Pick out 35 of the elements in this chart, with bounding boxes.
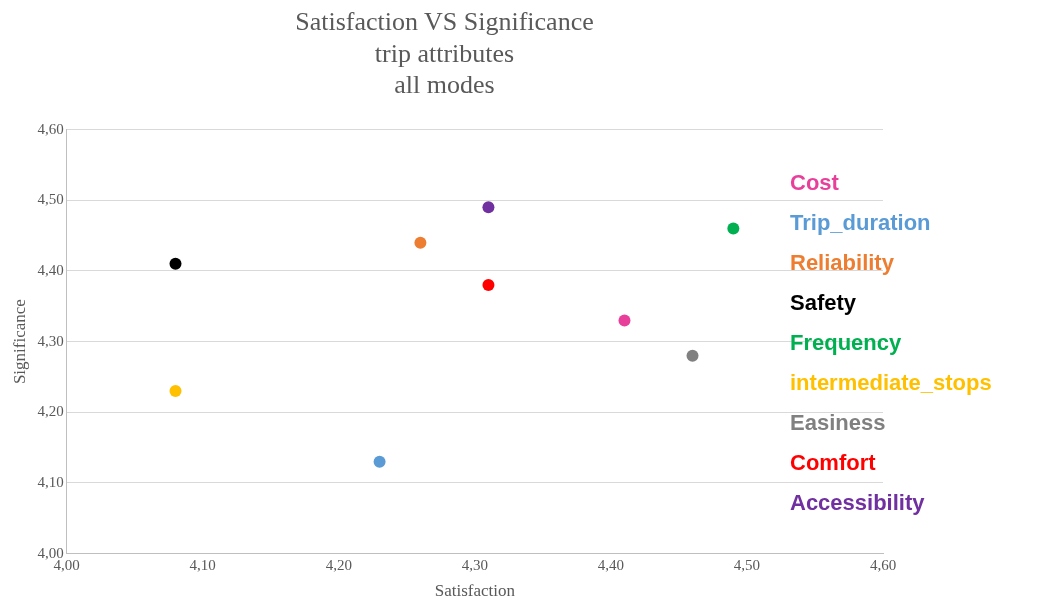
chart-title: Satisfaction VS Significance (295, 7, 594, 37)
point (414, 236, 427, 249)
y-tick-label: 4,20 (37, 403, 64, 420)
y-tick-label: 4,10 (37, 473, 64, 490)
y-tick-label: 4,50 (37, 191, 64, 208)
point (727, 222, 740, 235)
y-axis-title: Significance (9, 299, 29, 385)
text: Frequency (790, 329, 903, 355)
text: Easiness (790, 409, 886, 435)
text: Safety (790, 289, 857, 315)
text: Cost (790, 169, 840, 195)
point (482, 201, 495, 214)
y-tick-label: 4,00 (37, 544, 64, 561)
text: intermediate_stops (790, 369, 992, 395)
point (686, 349, 699, 362)
y-tick-label: 4,60 (37, 120, 64, 137)
y-tick-label: 4,30 (37, 332, 64, 349)
x-tick-label: 4,20 (325, 556, 352, 573)
text: Comfort (790, 449, 877, 475)
text: Trip_duration (790, 209, 931, 235)
x-tick-label: 4,10 (189, 556, 216, 573)
point (169, 385, 182, 398)
text: Reliability (790, 249, 895, 275)
chart-subtitle: trip attributes all modes (374, 38, 515, 99)
point (169, 257, 182, 270)
x-tick-label: 4,50 (733, 556, 761, 573)
point (373, 455, 386, 468)
text: Accessibility (790, 489, 926, 515)
x-tick-label: 4,30 (461, 556, 488, 573)
x-axis-title: Satisfaction (434, 581, 516, 601)
x-tick-label: 4,40 (597, 556, 625, 573)
point (482, 279, 495, 292)
point (618, 314, 631, 327)
y-tick-label: 4,40 (37, 261, 64, 278)
x-tick-label: 4,60 (869, 556, 897, 573)
